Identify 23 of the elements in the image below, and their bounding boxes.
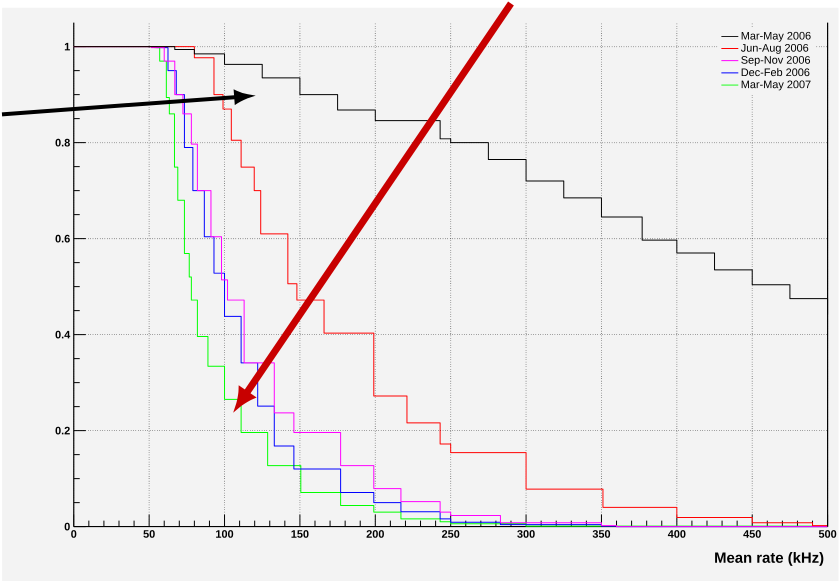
x-tick-label: 100 xyxy=(216,530,234,538)
legend-label: Mar-May 2007 xyxy=(742,80,811,90)
y-tick-label: 1 xyxy=(64,42,70,50)
legend-label: Sep-Nov 2006 xyxy=(741,56,810,66)
x-tick-label: 0 xyxy=(71,530,76,538)
x-axis-title: Mean rate (kHz) xyxy=(715,552,824,566)
legend-label: Dec-Feb 2006 xyxy=(742,68,810,76)
y-tick-label: 0.2 xyxy=(56,426,70,434)
x-tick-label: 450 xyxy=(743,530,761,538)
x-tick-label: 300 xyxy=(517,530,535,538)
legend-label: Mar-May 2006 xyxy=(742,32,811,42)
x-tick-label: 50 xyxy=(143,530,155,538)
y-tick-label: 0 xyxy=(64,522,70,530)
x-tick-label: 200 xyxy=(366,530,384,538)
x-tick-label: 250 xyxy=(442,530,460,538)
legend-label: Jun-Aug 2006 xyxy=(740,44,808,54)
x-tick-label: 500 xyxy=(818,530,836,538)
y-tick-label: 0.4 xyxy=(56,330,70,338)
x-tick-label: 150 xyxy=(291,530,309,538)
x-tick-label: 400 xyxy=(668,530,686,538)
x-tick-label: 350 xyxy=(592,530,610,538)
y-tick-label: 0.6 xyxy=(56,234,70,242)
y-tick-label: 0.8 xyxy=(56,138,70,146)
